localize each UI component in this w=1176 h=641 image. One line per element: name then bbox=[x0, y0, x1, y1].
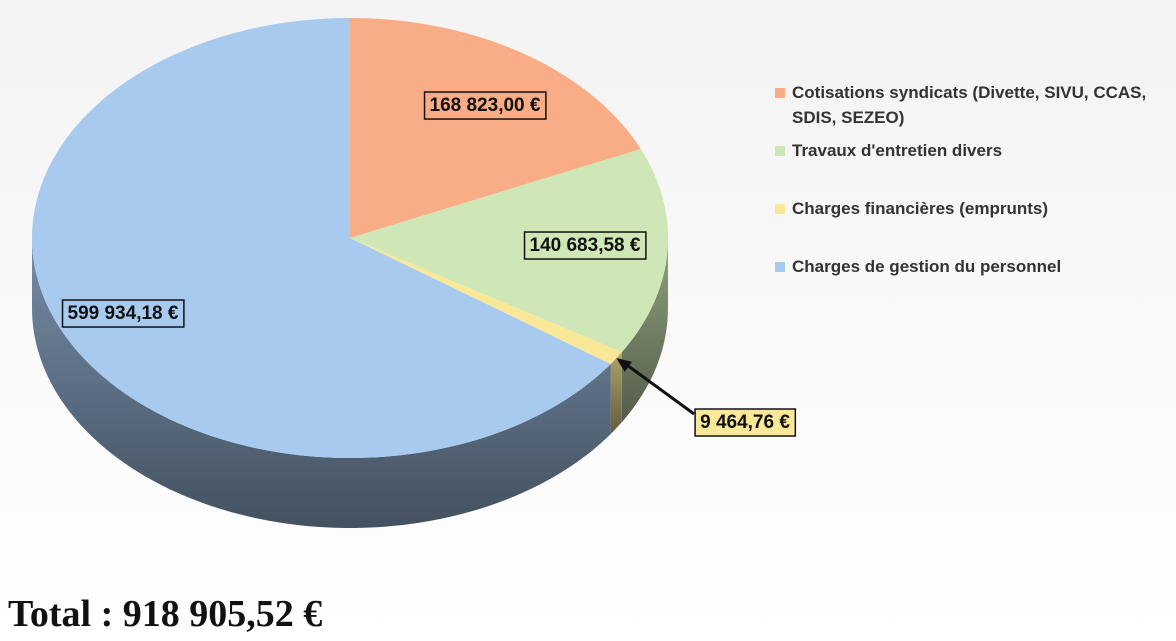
legend-swatch bbox=[775, 204, 785, 214]
legend-label: Charges financières (emprunts) bbox=[792, 199, 1049, 218]
legend-label: Charges de gestion du personnel bbox=[792, 257, 1062, 276]
legend-item: Charges de gestion du personnel bbox=[775, 254, 1175, 279]
data-label-box bbox=[423, 91, 547, 120]
slice bbox=[350, 238, 622, 365]
data-label: 140 683,58 € bbox=[530, 235, 641, 256]
legend-swatch bbox=[775, 262, 785, 272]
slice-side bbox=[621, 238, 668, 423]
data-label-box bbox=[694, 408, 797, 437]
legend-item: Cotisations syndicats (Divette, SIVU, CC… bbox=[775, 80, 1175, 130]
legend-label: Travaux d'entretien divers bbox=[792, 141, 1003, 160]
slice-side bbox=[32, 238, 611, 528]
legend-item: Travaux d'entretien divers bbox=[775, 138, 1175, 163]
data-label: 599 934,18 € bbox=[68, 303, 179, 324]
slice-side bbox=[610, 352, 622, 435]
slice bbox=[350, 149, 668, 353]
legend-label: Cotisations syndicats (Divette, SIVU, CC… bbox=[792, 83, 1147, 127]
data-label-box bbox=[523, 231, 647, 260]
data-label: 9 464,76 € bbox=[700, 412, 790, 433]
total-annotation: Total : 918 905,52 € bbox=[8, 593, 323, 635]
slice bbox=[350, 18, 641, 238]
slice bbox=[32, 18, 611, 458]
callout-line bbox=[619, 358, 695, 416]
legend-swatch bbox=[775, 146, 785, 156]
data-label: 168 823,00 € bbox=[430, 95, 541, 116]
legend-item: Charges financières (emprunts) bbox=[775, 196, 1175, 221]
legend-swatch bbox=[775, 88, 785, 98]
data-label-box bbox=[61, 299, 185, 328]
legend: Cotisations syndicats (Divette, SIVU, CC… bbox=[775, 80, 1175, 312]
callout-arrow bbox=[616, 358, 632, 372]
